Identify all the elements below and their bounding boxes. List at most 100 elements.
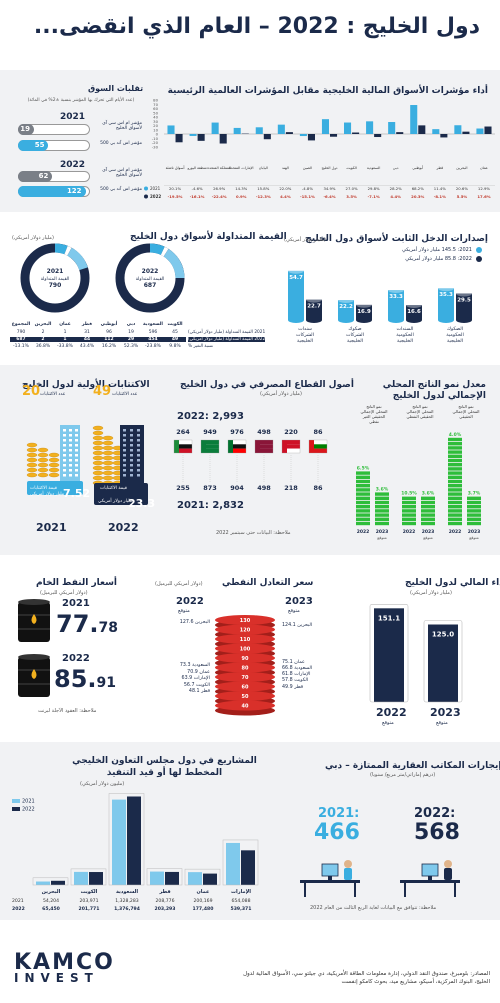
ipo-window (63, 434, 66, 437)
projects-bar-2021 (188, 872, 202, 885)
gdp-block (448, 513, 462, 517)
gdp-block (448, 505, 462, 509)
fi-cyl-2021 (338, 300, 354, 320)
ipo-window (69, 449, 72, 452)
ipo-window (75, 469, 78, 472)
gdp-xlabel: 2023 (376, 529, 389, 535)
fixed-income-chart: 35.329.5الصكوكالحكوميةالخليجية33.316.6ال… (288, 267, 472, 344)
gdp-block (375, 509, 389, 513)
ipo-coin-2022 (92, 435, 104, 441)
ipo-window (63, 429, 66, 432)
fixed-income-title: إصدارات الدخل الثابت لأسواق دول الخليج (305, 234, 488, 244)
fi-category-label: الحكومية (396, 332, 414, 338)
idx-bar-2021 (476, 128, 484, 134)
projects-legend-swatch-2022 (12, 807, 20, 811)
idx-value-2022: -7.1% (368, 194, 380, 199)
gdp-block (402, 505, 416, 509)
ipo-window (130, 444, 133, 447)
breakeven-unit: (دولار أمريكي للبرميل) (155, 581, 203, 587)
fi-legend-dot-2022 (476, 256, 482, 262)
fixed-income-unit: (مليار دولار أمريكي) (284, 237, 326, 243)
fi-category-label: سندات (298, 326, 312, 332)
fi-category-label: الحكومية (446, 332, 464, 338)
oil-title: أسعار النفط الخام (36, 578, 118, 588)
logo-text-1: KAMCO (14, 950, 115, 975)
fi-category-label: الشركات (296, 332, 314, 338)
fixed-income-legend-2021: 2021: 145.5 مليار دولار أمريكي (402, 247, 472, 253)
ipo-count-2021: 20 (22, 384, 41, 399)
rent-desk-top (300, 880, 360, 883)
fi-cyl-2022-base (456, 317, 472, 323)
bank-flag-hoist (201, 440, 206, 453)
gdp-block (356, 488, 370, 492)
bank-flag-band (282, 440, 300, 445)
ipo-value-unit-2021: مليار دولار أمريكي (30, 492, 65, 497)
fixed-income-legend-2022: 2022: 85.8 مليار دولار أمريكي (405, 256, 472, 262)
breakeven-scale: 70 (242, 675, 249, 681)
rent-desk-top (400, 880, 460, 883)
projects-category: قطر (158, 889, 170, 895)
bank-flag-border (200, 439, 220, 454)
gdp-value: 10.5% (401, 491, 417, 497)
ipo-bank-gdp-section (0, 365, 500, 555)
mcap-2022-cell: 454 (142, 337, 164, 342)
idx-bar-2022 (285, 132, 293, 134)
gdp-block (421, 496, 435, 500)
ipo-count-2022: 49 (93, 384, 112, 399)
idx-bar-2021 (167, 125, 175, 134)
ipo-coin-2021 (26, 452, 38, 458)
fi-cyl-2021-top (288, 267, 304, 274)
donut-2021-year: 2021 (47, 268, 64, 275)
ipo-window (123, 439, 126, 442)
bank-flag-band (174, 440, 192, 445)
bank-value-2021: 218 (284, 484, 298, 492)
ipo-coin-2022 (102, 465, 114, 471)
mcap-pct-cell: -23.8% (145, 344, 161, 349)
idx-value-2021: 11.4% (434, 186, 446, 191)
gdp-series-label: المحلي الإجمالي (452, 409, 479, 415)
idx-value-2022: 0.9% (236, 194, 247, 199)
mcap-pct-cell: 52.3% (123, 344, 139, 349)
gdp-block (356, 517, 370, 521)
fi-cyl-2022-base (356, 317, 372, 323)
idx-bar-2021 (410, 105, 418, 134)
breakeven-2023-country: عمان 75.1 (282, 659, 305, 665)
mcap-row-label-pct: نسبة التغير % (188, 344, 213, 349)
ipo-window (123, 474, 126, 477)
breakeven-scale: 80 (242, 666, 249, 672)
projects-frame (108, 793, 145, 886)
bank-flag-band (282, 444, 300, 449)
breakeven-coin (215, 634, 275, 644)
mcap-2022-cell: 49 (164, 337, 186, 342)
ipo-window (130, 474, 133, 477)
mcap-pct-cell: 36.8% (35, 344, 51, 349)
bank-flag-band (201, 448, 219, 453)
fi-cyl-2021-base (438, 317, 454, 323)
mcap-2022-cell: 2 (32, 337, 54, 342)
bank-flag-band (309, 448, 327, 453)
breakeven-coin (215, 624, 275, 635)
rent-desk-leg (304, 883, 306, 897)
gdp-title: معدل نمو الناتج المحلي الإجمالي لدول الخ… (382, 380, 486, 401)
idx-bar-2022 (374, 134, 382, 138)
ipo-value-box-2021 (27, 481, 83, 495)
mcap-header: قطر (81, 322, 93, 327)
breakeven-2022-country: السعودية 73.3 (180, 662, 210, 668)
rent-year-2021: 2021: (318, 806, 360, 821)
ipo-window (130, 439, 133, 442)
idx-bar-2021 (189, 134, 197, 136)
ipo-coin-2022 (92, 445, 104, 451)
fiscal-value: 125.0 (432, 631, 454, 639)
gdp-block (421, 500, 435, 505)
projects-bar-2022 (165, 871, 179, 885)
oil-unit: (دولار أمريكي للبرميل) (40, 590, 88, 596)
volatility-subtitle: (عدد الأيام التي تحرك بها المؤشر بنسبة ±… (27, 98, 135, 103)
mcap-2022-cell: 112 (98, 337, 120, 342)
ipo-window (130, 454, 133, 457)
ipo-coin-2022 (92, 450, 104, 456)
fiscal-year-2022-sub: متوقع (382, 720, 394, 726)
mcap-pct-cell: 16.2% (101, 344, 117, 349)
projects-value-2021: 54,204 (43, 898, 59, 904)
idx-value-2022: 20.3% (411, 194, 424, 199)
idx-value-2021: 29.8% (368, 186, 380, 191)
